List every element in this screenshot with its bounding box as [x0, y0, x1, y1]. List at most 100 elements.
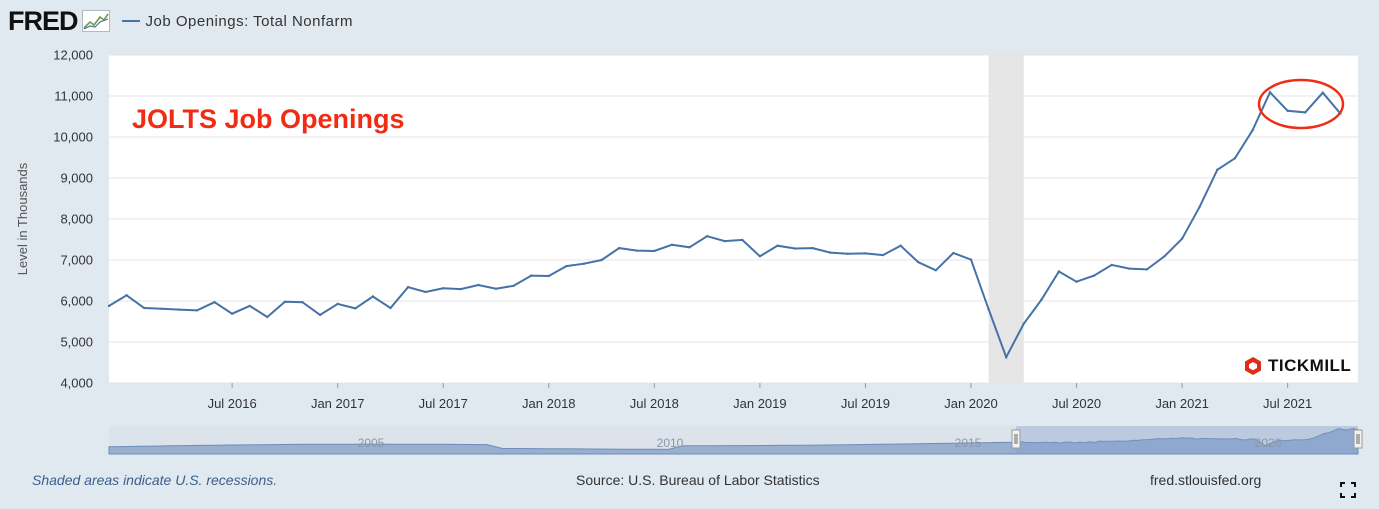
data-point — [125, 294, 128, 297]
data-point — [1075, 280, 1078, 283]
y-tick-label: 9,000 — [60, 171, 93, 186]
tickmill-logo-icon — [1245, 357, 1261, 375]
data-point — [107, 304, 111, 308]
overlay-title: JOLTS Job Openings — [132, 104, 405, 134]
y-tick-label: 8,000 — [60, 212, 93, 227]
site-link[interactable]: fred.stlouisfed.org — [1150, 472, 1262, 488]
gridlines — [109, 54, 1358, 384]
data-point — [301, 301, 304, 304]
data-point — [230, 312, 234, 315]
data-point — [1198, 205, 1201, 208]
navigator-year-label: 2005 — [358, 436, 385, 450]
data-point — [389, 306, 392, 310]
data-point — [406, 285, 410, 289]
series-points — [107, 91, 1342, 359]
tickmill-text: TICKMILL — [1268, 356, 1352, 375]
x-tick-label: Jul 2016 — [208, 396, 257, 411]
data-point — [266, 315, 269, 319]
x-tick-label: Jan 2020 — [944, 396, 998, 411]
data-point — [459, 287, 463, 291]
data-point — [846, 252, 850, 256]
series-title: Job Openings: Total Nonfarm — [145, 12, 353, 30]
data-point — [529, 274, 533, 277]
data-point — [160, 307, 163, 310]
data-point — [1128, 267, 1131, 270]
x-axis: Jul 2016 Jan 2017 Jul 2017 Jan 2018 Jul 2018… — [208, 383, 1312, 411]
data-point — [1233, 157, 1237, 160]
navigator-year-label: 2010 — [657, 436, 684, 450]
data-point — [741, 238, 744, 242]
x-tick-label: Jul 2020 — [1052, 396, 1101, 411]
data-point — [1216, 168, 1219, 171]
data-point — [600, 258, 603, 262]
data-point — [512, 284, 515, 288]
chart-header: FRED Job Openings: Total Nonfarm — [8, 6, 353, 36]
data-point — [1268, 91, 1272, 94]
y-tick-label: 6,000 — [60, 294, 93, 309]
data-point — [1022, 322, 1025, 325]
data-point — [635, 249, 638, 252]
data-point — [811, 246, 814, 250]
data-point — [1004, 355, 1008, 359]
legend-swatch — [121, 20, 140, 22]
data-point — [336, 302, 339, 306]
data-point — [1163, 255, 1166, 258]
data-point — [1145, 268, 1149, 271]
data-point — [318, 313, 322, 317]
data-point — [881, 253, 885, 257]
navigator-year-label: 2020 — [1255, 436, 1282, 450]
y-tick-label: 5,000 — [60, 335, 93, 350]
y-tick-label: 12,000 — [53, 48, 93, 63]
data-point — [354, 307, 357, 310]
data-point — [617, 246, 621, 250]
recession-note: Shaded areas indicate U.S. recessions. — [32, 472, 278, 488]
navigator-right-handle[interactable] — [1353, 429, 1363, 449]
fred-logo[interactable]: FRED — [8, 5, 78, 36]
data-point — [142, 306, 146, 310]
data-point — [477, 283, 480, 287]
data-point — [283, 300, 287, 304]
x-tick-label: Jan 2021 — [1155, 396, 1209, 411]
navigator-selected-range[interactable] — [1016, 426, 1358, 454]
data-point — [758, 255, 762, 258]
data-point — [670, 243, 674, 247]
data-point — [934, 269, 938, 272]
x-tick-label: Jul 2021 — [1263, 396, 1312, 411]
data-point — [371, 295, 375, 298]
data-point — [1321, 91, 1325, 94]
data-point — [969, 258, 973, 261]
data-point — [494, 287, 498, 290]
data-point — [248, 304, 251, 308]
data-point — [1180, 237, 1184, 240]
data-point — [582, 262, 586, 265]
tickmill-watermark: TICKMILL — [1243, 356, 1352, 376]
y-tick-label: 7,000 — [60, 253, 93, 268]
x-tick-label: Jul 2018 — [630, 396, 679, 411]
y-axis: 4,000 5,000 6,000 7,000 8,000 9,000 10,000 11,0… — [53, 48, 93, 391]
data-point — [1304, 111, 1307, 114]
y-tick-label: 10,000 — [53, 130, 93, 145]
y-axis-label: Level in Thousands — [15, 162, 30, 275]
source-note: Source: U.S. Bureau of Labor Statistics — [576, 472, 820, 488]
data-point — [952, 251, 955, 255]
data-point — [917, 260, 920, 264]
data-point — [653, 249, 656, 253]
navigator-year-labels: 2005 2010 2015 2020 — [358, 436, 1282, 450]
y-tick-label: 11,000 — [54, 89, 93, 104]
navigator-area — [108, 427, 1359, 455]
data-point — [424, 290, 427, 294]
fred-graph-icon — [81, 10, 110, 32]
data-point — [829, 251, 832, 254]
data-point — [195, 309, 199, 312]
navigator-left-handle[interactable] — [1011, 429, 1021, 449]
x-tick-label: Jul 2019 — [841, 396, 890, 411]
data-point — [442, 287, 445, 290]
data-point — [1040, 298, 1043, 301]
data-point — [1057, 270, 1061, 273]
data-point — [1286, 109, 1289, 112]
highlight-circle — [1257, 78, 1345, 130]
fullscreen-icon[interactable] — [1340, 482, 1356, 498]
data-point — [987, 308, 990, 311]
data-point — [1110, 263, 1113, 267]
